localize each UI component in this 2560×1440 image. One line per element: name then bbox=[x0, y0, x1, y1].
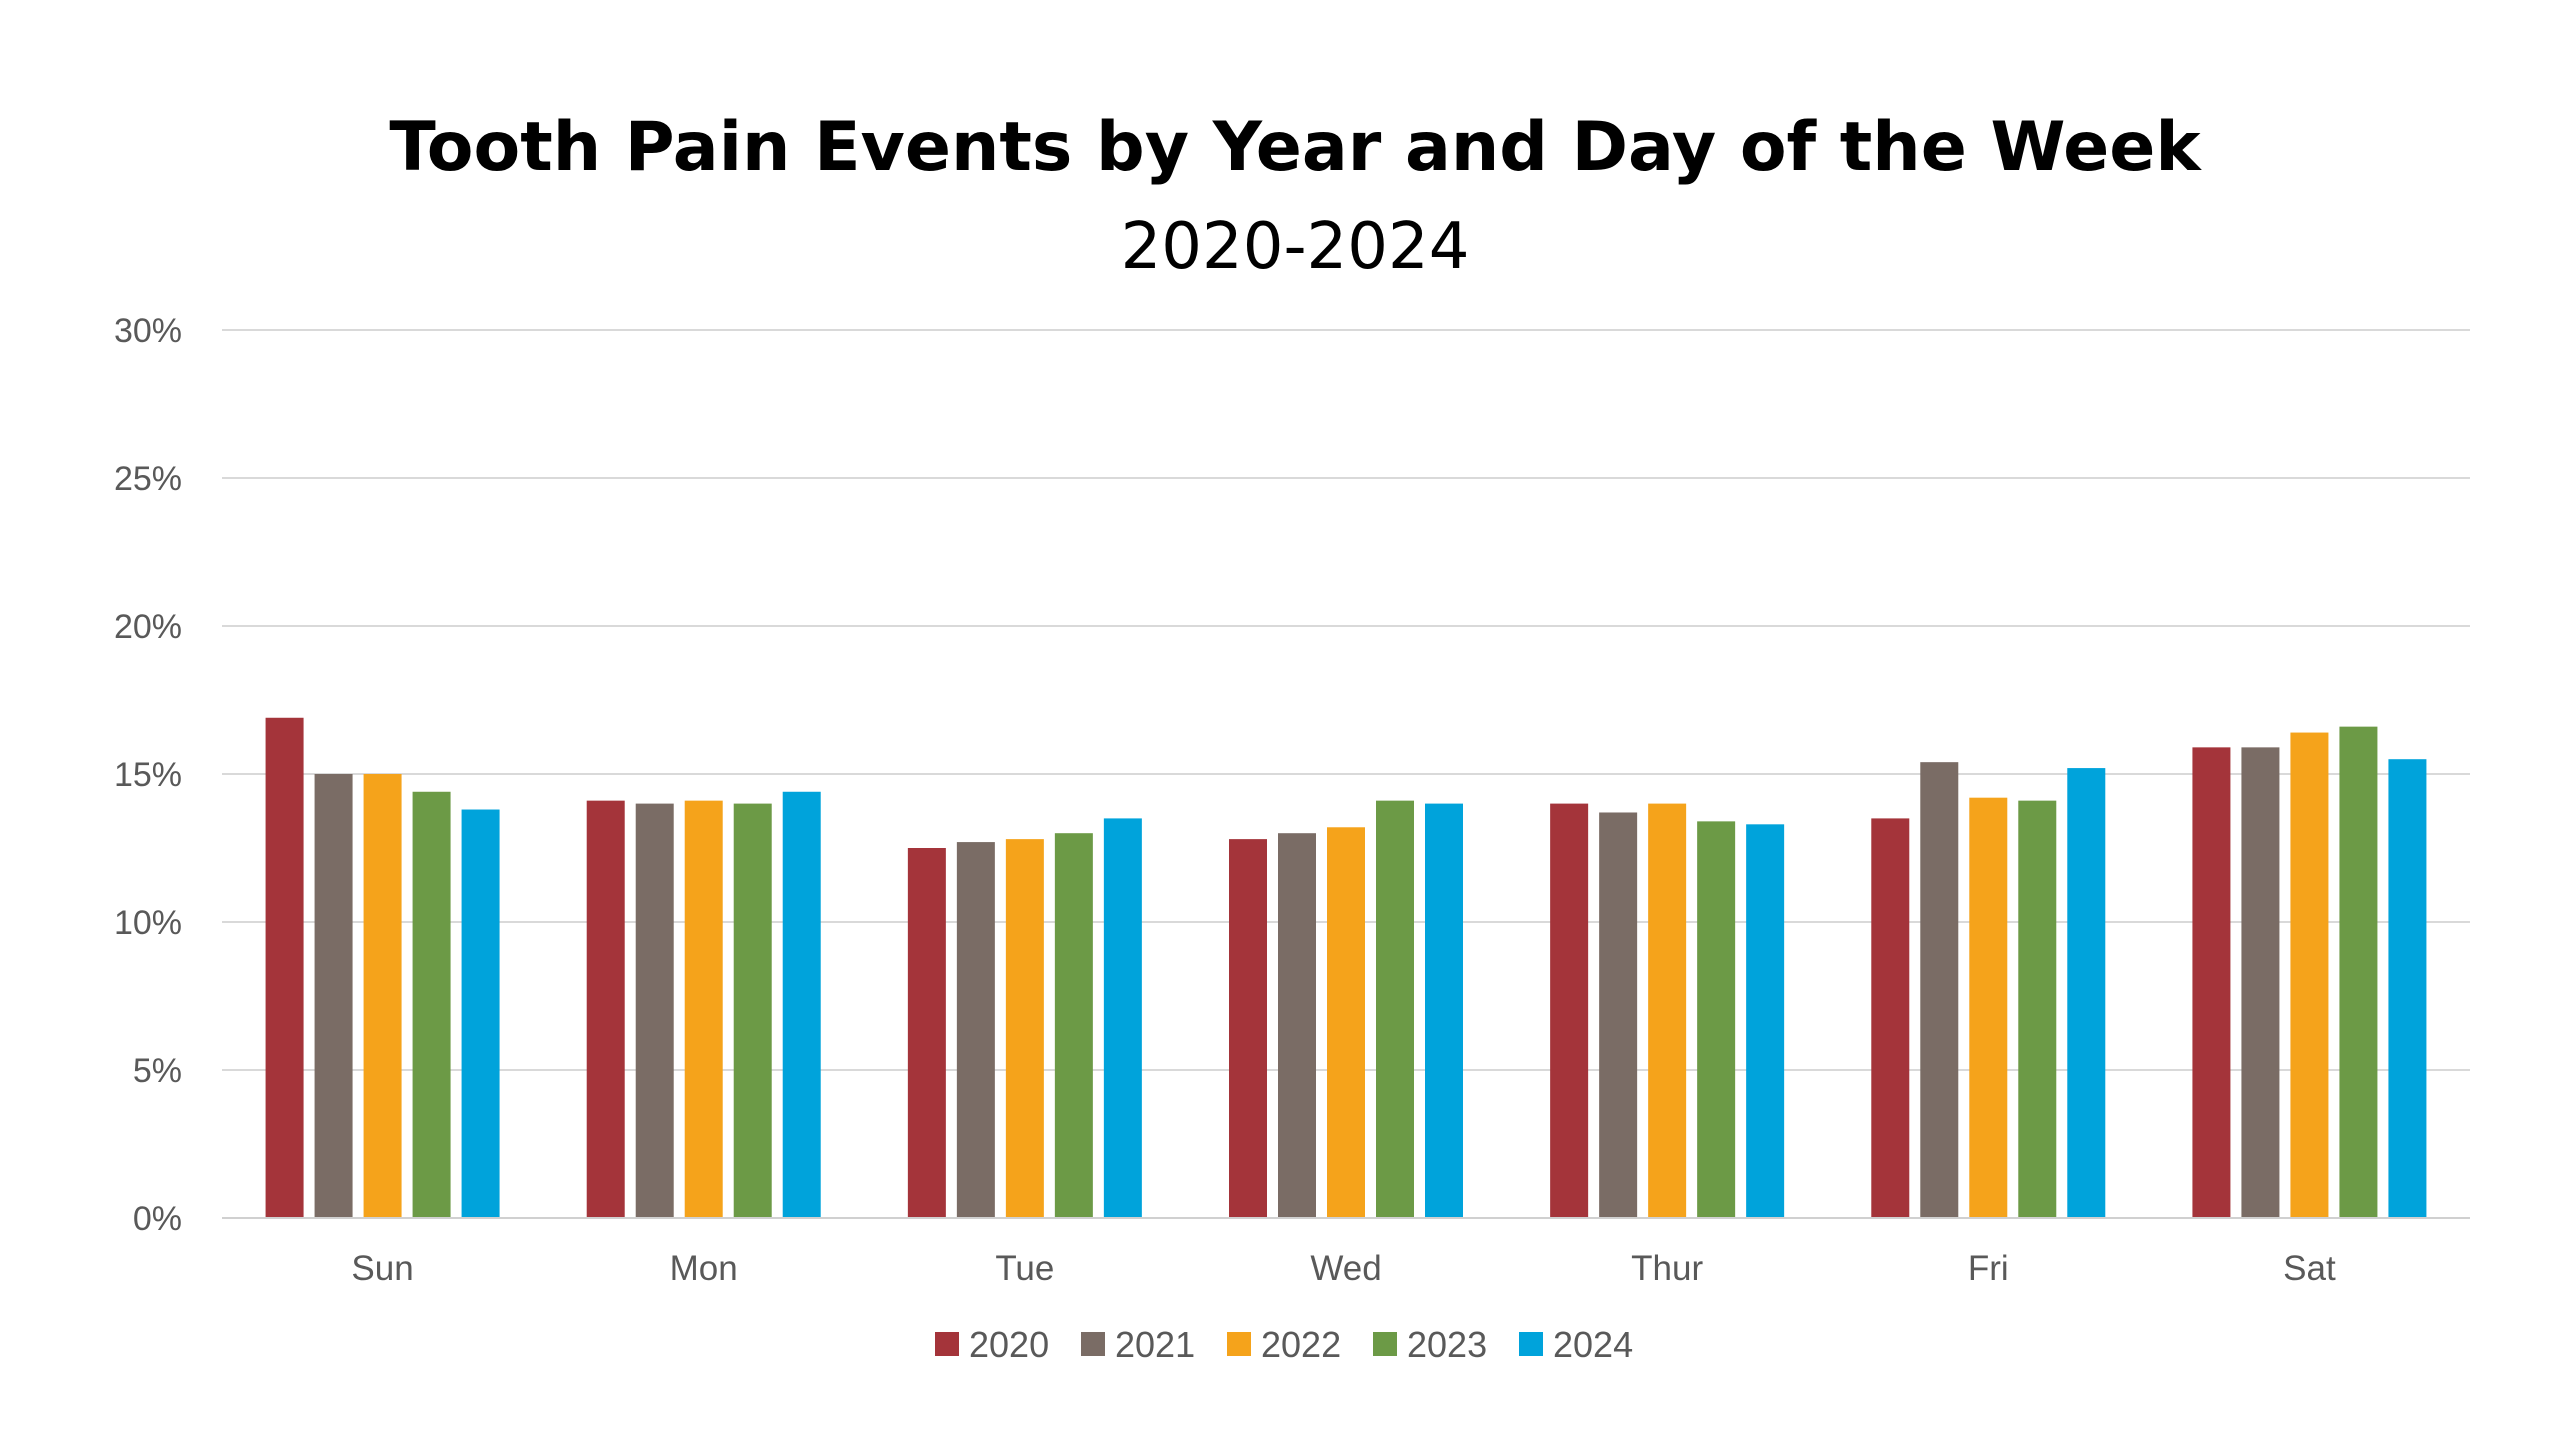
x-category-label: Fri bbox=[1968, 1249, 2009, 1288]
y-tick-label: 30% bbox=[114, 312, 182, 350]
bar-thur-2024 bbox=[1746, 824, 1785, 1218]
bar-wed-2021 bbox=[1278, 833, 1316, 1218]
x-category-label: Wed bbox=[1310, 1249, 1381, 1288]
chart-subtitle: 2020-2024 bbox=[1121, 210, 1470, 284]
x-category-label: Mon bbox=[670, 1249, 738, 1288]
x-category-label: Sat bbox=[2283, 1249, 2336, 1288]
y-tick-label: 25% bbox=[114, 460, 182, 498]
bar-mon-2020 bbox=[586, 800, 625, 1218]
y-tick-label: 20% bbox=[114, 608, 182, 646]
y-tick-label: 10% bbox=[114, 904, 182, 942]
y-tick-label: 0% bbox=[133, 1200, 182, 1238]
bar-sun-2021 bbox=[314, 774, 353, 1218]
bar-wed-2023 bbox=[1376, 800, 1414, 1218]
bar-fri-2020 bbox=[1871, 818, 1910, 1218]
legend-swatch bbox=[1373, 1332, 1397, 1356]
y-tick-label: 5% bbox=[133, 1052, 182, 1090]
category-labels: Sun Mon Tue Wed Thur Fri Sat bbox=[351, 1249, 2336, 1288]
legend-label: 2021 bbox=[1115, 1324, 1195, 1365]
bar-tue-2021 bbox=[956, 842, 995, 1218]
bar-sat-2020 bbox=[2192, 747, 2231, 1218]
legend-label: 2024 bbox=[1553, 1324, 1633, 1365]
legend-label: 2020 bbox=[969, 1324, 1049, 1365]
bar-sat-2023 bbox=[2339, 726, 2378, 1218]
bar-mon-2023 bbox=[733, 803, 772, 1218]
bar-wed-2020 bbox=[1229, 839, 1267, 1218]
bars bbox=[265, 717, 2427, 1218]
bar-wed-2022 bbox=[1327, 827, 1365, 1218]
bar-tue-2023 bbox=[1054, 833, 1093, 1218]
y-tick-label: 15% bbox=[114, 756, 182, 794]
legend-label: 2023 bbox=[1407, 1324, 1487, 1365]
bar-tue-2020 bbox=[907, 848, 946, 1218]
legend-swatch bbox=[1519, 1332, 1543, 1356]
bar-tue-2022 bbox=[1005, 839, 1044, 1218]
bar-fri-2023 bbox=[2018, 800, 2057, 1218]
legend-swatch bbox=[1081, 1332, 1105, 1356]
bar-thur-2022 bbox=[1648, 803, 1687, 1218]
bar-thur-2021 bbox=[1599, 812, 1638, 1218]
bar-mon-2021 bbox=[635, 803, 674, 1218]
legend-swatch bbox=[1227, 1332, 1251, 1356]
legend-swatch bbox=[935, 1332, 959, 1356]
bar-fri-2022 bbox=[1969, 797, 2008, 1218]
bar-fri-2021 bbox=[1920, 762, 1959, 1218]
bar-sun-2023 bbox=[412, 791, 451, 1218]
legend: 2020 2021 2022 2023 2024 bbox=[935, 1324, 1633, 1365]
bar-sun-2020 bbox=[265, 717, 304, 1218]
bar-wed-2024 bbox=[1425, 803, 1463, 1218]
bar-thur-2023 bbox=[1697, 821, 1736, 1218]
bar-sat-2021 bbox=[2241, 747, 2280, 1218]
bar-sat-2022 bbox=[2290, 732, 2329, 1218]
x-category-label: Thur bbox=[1631, 1249, 1703, 1288]
bar-mon-2022 bbox=[684, 800, 723, 1218]
chart-title: Tooth Pain Events by Year and Day of the… bbox=[389, 108, 2202, 187]
bar-sun-2022 bbox=[363, 774, 402, 1218]
bar-mon-2024 bbox=[782, 791, 821, 1218]
x-category-label: Tue bbox=[995, 1249, 1054, 1288]
x-category-label: Sun bbox=[351, 1249, 413, 1288]
bar-thur-2020 bbox=[1550, 803, 1589, 1218]
bar-sat-2024 bbox=[2388, 759, 2427, 1218]
bar-tue-2024 bbox=[1103, 818, 1142, 1218]
bar-sun-2024 bbox=[461, 809, 500, 1218]
y-axis-tick-labels: 0% 5% 10% 15% 20% 25% 30% bbox=[114, 312, 182, 1238]
bar-fri-2024 bbox=[2067, 768, 2106, 1218]
legend-label: 2022 bbox=[1261, 1324, 1341, 1365]
